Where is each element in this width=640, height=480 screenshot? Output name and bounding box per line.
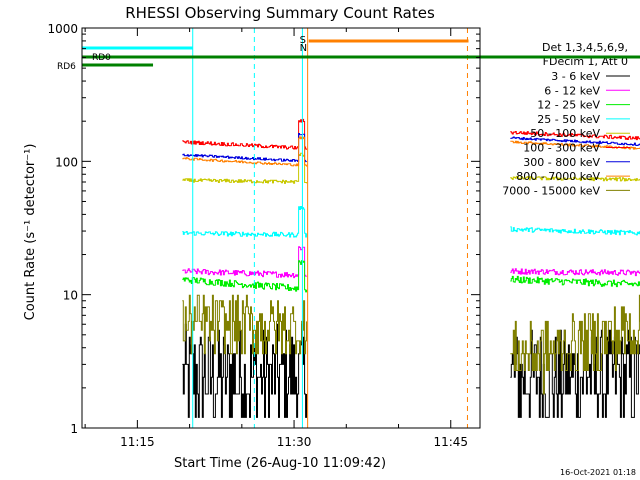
series-3-6-kev-trace	[182, 323, 308, 418]
series-800-7000-kev-trace	[182, 136, 308, 167]
series-50-100-kev-trace	[510, 175, 640, 182]
legend-label-300-800-kev: 300 - 800 keV	[523, 156, 600, 169]
flag-layer: SN RD0 RD6	[57, 28, 640, 428]
legend-label-7000-15000-kev: 7000 - 15000 keV	[502, 184, 600, 197]
series-25-50-kev-trace	[182, 206, 308, 238]
y-tick-label: 1	[70, 422, 78, 436]
legend-label-25-50-kev: 25 - 50 keV	[537, 113, 600, 126]
series-800-7000-kev-trace	[510, 140, 640, 150]
legend-label-6-12-kev: 6 - 12 keV	[544, 84, 600, 97]
legend-label-50-100-kev: 50 - 100 keV	[530, 127, 600, 140]
legend-label-100-300-kev: 100 - 300 keV	[523, 142, 600, 155]
series-300-800-kev-trace	[510, 136, 640, 146]
series-3-6-kev-trace	[510, 329, 640, 418]
legend-header-detectors: Det 1,3,4,5,6,9,	[542, 41, 628, 54]
series-6-12-kev-trace	[510, 268, 640, 277]
series-12-25-kev-trace	[182, 260, 308, 293]
flag-label-rd6: RD6	[57, 62, 76, 72]
axes-layer: 1 10 100 1000 11:15 11:30 11:45	[47, 22, 481, 449]
y-tick-label: 100	[55, 155, 78, 169]
flag-label-night: N	[300, 43, 307, 54]
y-axis-label: Count Rate (s⁻¹ detector⁻¹)	[23, 144, 38, 321]
flag-label-saa: S	[300, 35, 306, 46]
x-axis-label: Start Time (26-Aug-10 11:09:42)	[174, 456, 386, 471]
series-50-100-kev-trace	[182, 152, 308, 184]
legend-label-12-25-kev: 12 - 25 keV	[537, 99, 600, 112]
plot-frame	[81, 27, 481, 429]
x-tick-label: 11:15	[120, 435, 155, 449]
series-300-800-kev-trace	[182, 133, 308, 163]
series-7000-15000-kev-trace	[182, 294, 308, 355]
legend-label-800-7000-kev: 800 - 7000 keV	[516, 170, 600, 183]
x-tick-label: 11:30	[277, 435, 312, 449]
trace-layer	[182, 118, 640, 418]
timestamp: 16-Oct-2021 01:18	[560, 468, 636, 477]
series-25-50-kev-trace	[510, 226, 640, 236]
x-tick-label: 11:45	[433, 435, 468, 449]
legend-label-3-6-kev: 3 - 6 keV	[551, 70, 600, 83]
series-100-300-kev-trace	[182, 118, 308, 150]
series-6-12-kev-trace	[182, 246, 308, 279]
series-100-300-kev-trace	[510, 131, 640, 141]
flag-label-rd0: RD0	[92, 53, 111, 63]
y-tick-label: 10	[63, 289, 78, 303]
series-7000-15000-kev-trace	[510, 294, 640, 395]
y-tick-label: 1000	[47, 22, 78, 36]
series-12-25-kev-trace	[510, 275, 640, 288]
chart-title: RHESSI Observing Summary Count Rates	[125, 4, 435, 22]
